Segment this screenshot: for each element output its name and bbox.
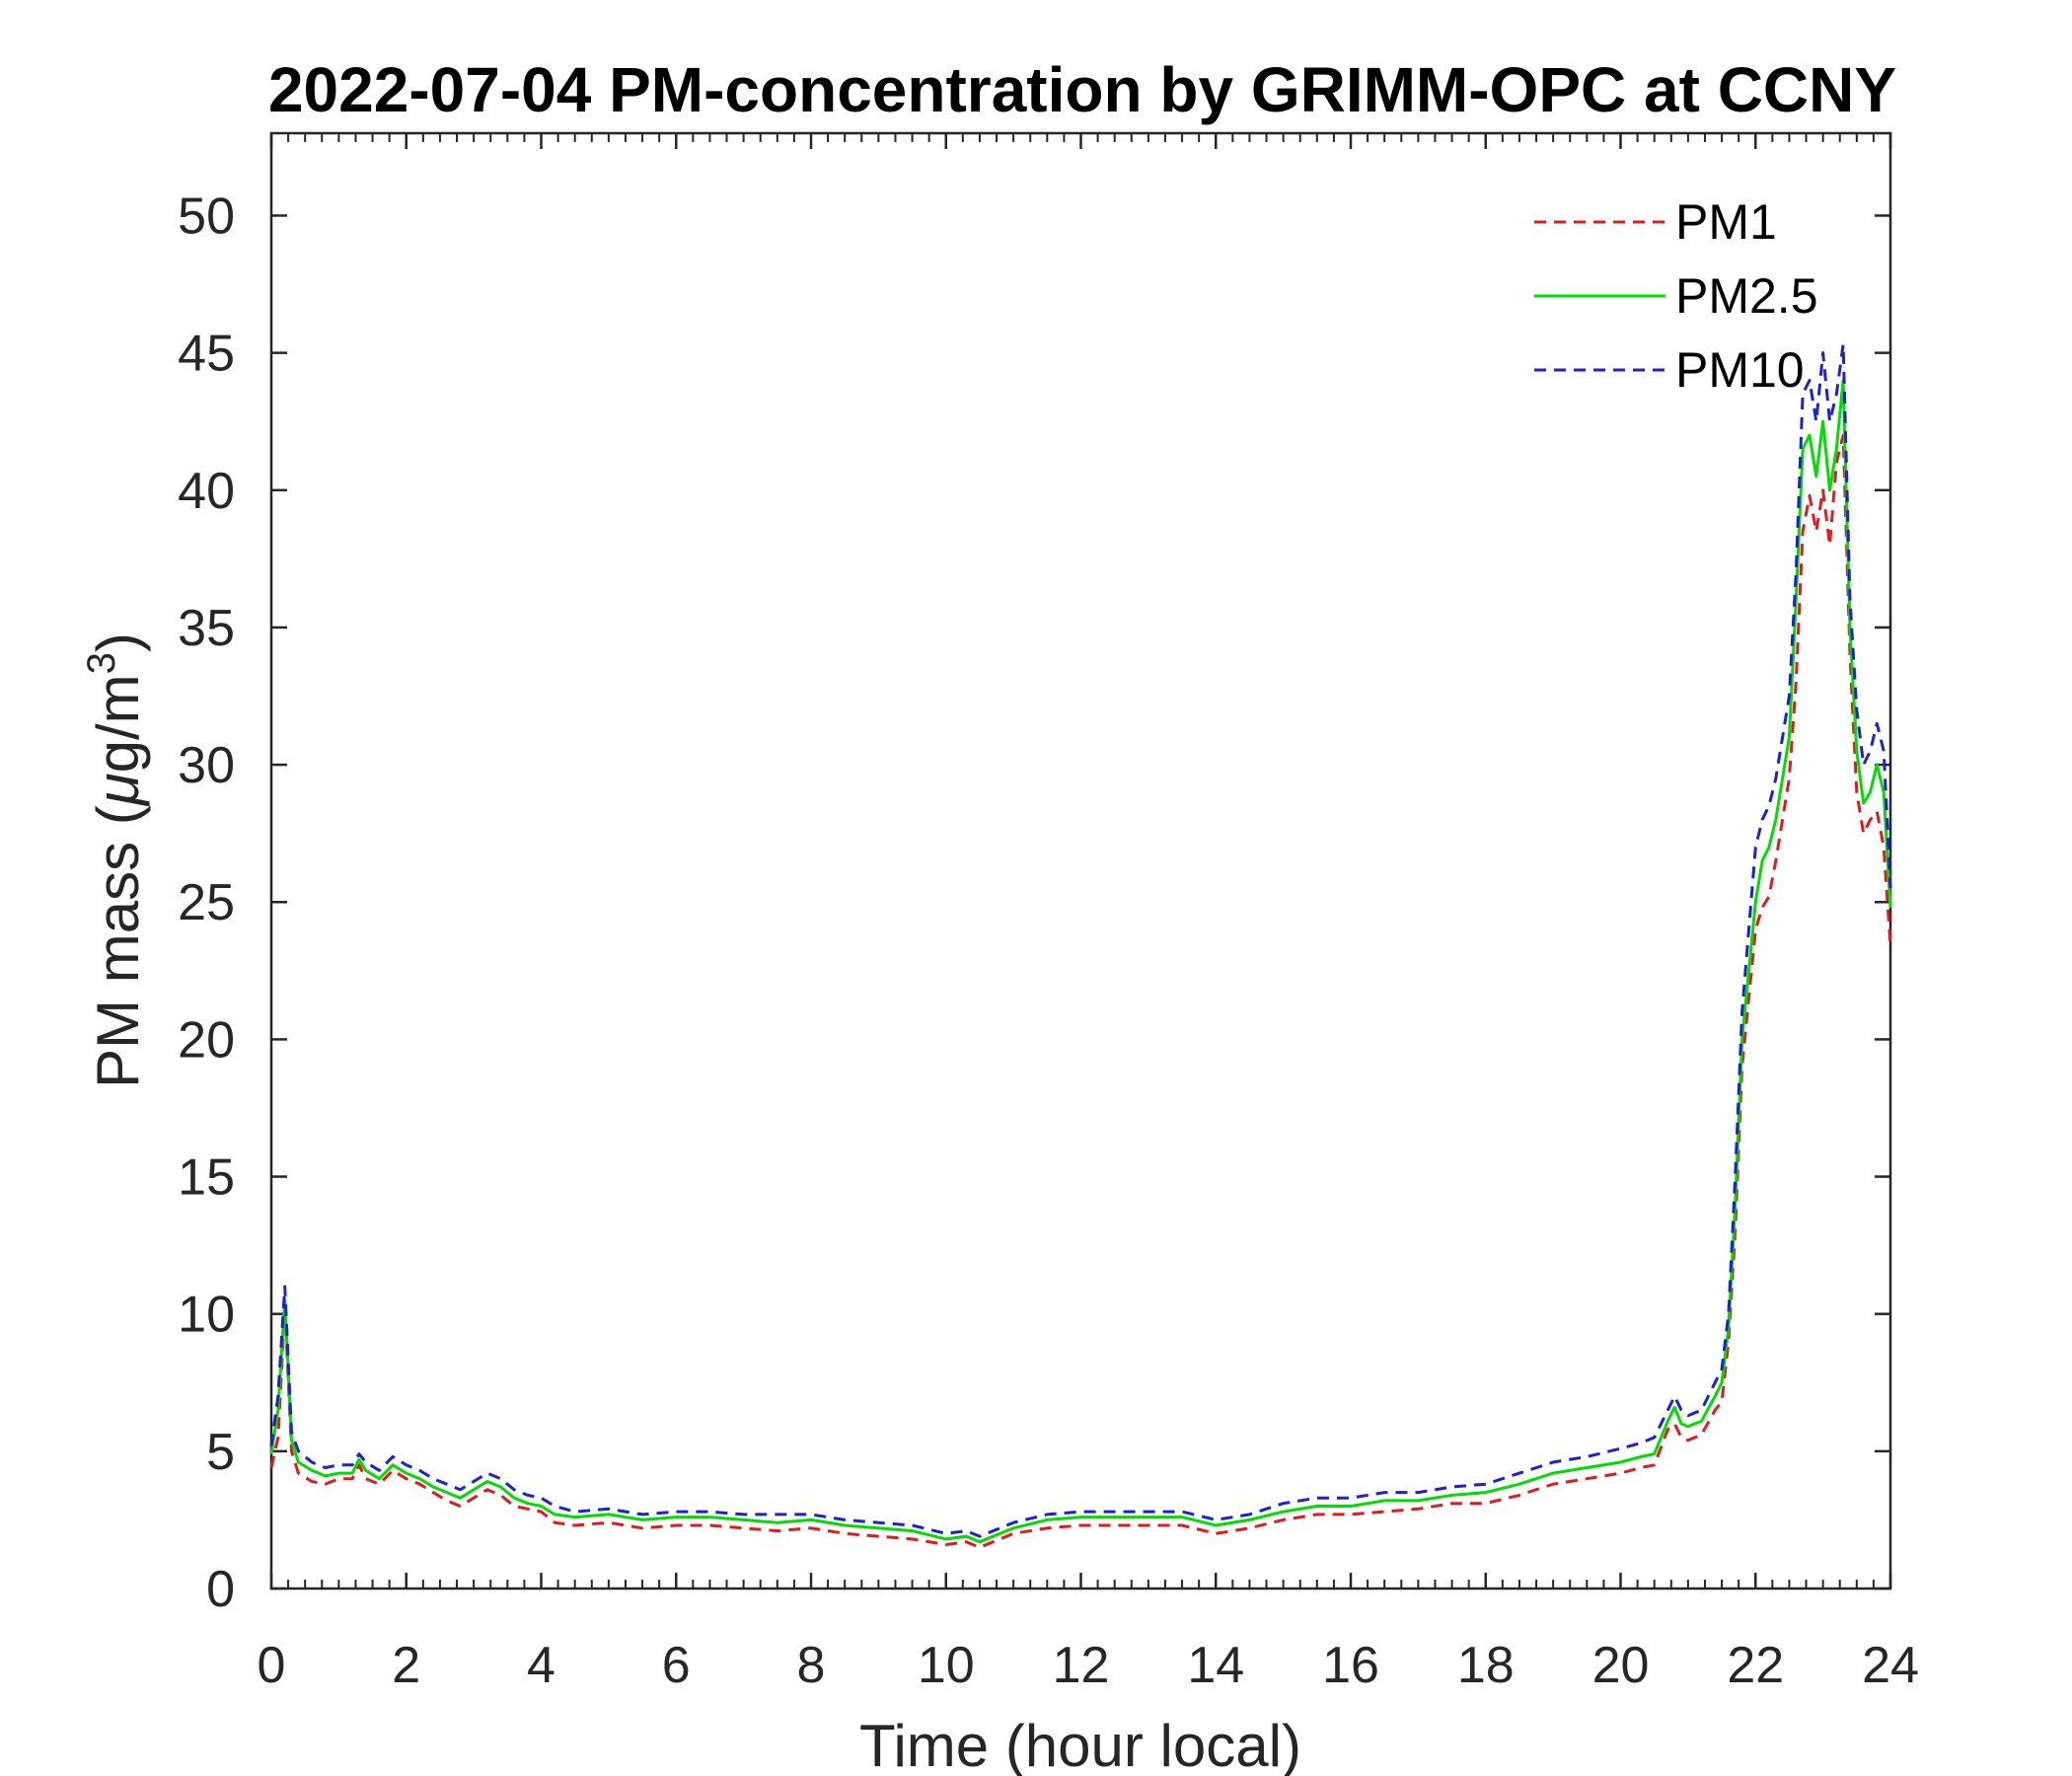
- minor-ticks: [287, 133, 1875, 1589]
- legend-label-pm10: PM10: [1675, 342, 1805, 398]
- x-tick-labels: 0 2 4 6 8 10 12 14 16 18 20 22 24: [258, 1637, 1919, 1694]
- series-line-pm1: [269, 433, 1892, 1549]
- y-tick-label: 30: [178, 737, 235, 794]
- x-tick-label: 22: [1727, 1637, 1784, 1694]
- y-tick-label: 35: [178, 600, 235, 657]
- y-tick-label: 50: [178, 187, 235, 245]
- x-tick-label: 4: [527, 1637, 555, 1694]
- series-line-pm25: [269, 379, 1892, 1544]
- legend-label-pm25: PM2.5: [1675, 268, 1818, 324]
- plot-area: 0 2 4 6 8 10 12 14 16 18 20 22 24 051015202530354045…: [178, 131, 1919, 1694]
- y-axis-label-unit: g/m: [85, 674, 151, 773]
- chart-title: 2022-07-04 PM-concentration by GRIMM-OPC…: [268, 54, 1896, 125]
- y-axis-label-prefix: PM mass (: [85, 805, 151, 1088]
- plot-frame: [269, 131, 1892, 1591]
- x-tick-label: 24: [1862, 1637, 1919, 1694]
- y-axis-label-mu: μ: [85, 773, 151, 807]
- y-axis-label-suffix: ): [85, 632, 151, 652]
- x-tick-label: 14: [1187, 1637, 1244, 1694]
- legend-label-pm1: PM1: [1675, 194, 1777, 250]
- y-tick-labels: 0 5 10 15 20 25 30 35 40 45 50: [178, 187, 235, 1618]
- x-tick-label: 0: [258, 1637, 286, 1694]
- x-tick-label: 6: [662, 1637, 691, 1694]
- legend: PM1 PM2.5 PM10: [1534, 194, 1818, 398]
- y-tick-label: 45: [178, 326, 235, 383]
- y-tick-label: 15: [178, 1149, 235, 1207]
- x-tick-label: 18: [1457, 1637, 1515, 1694]
- x-tick-label: 8: [797, 1637, 826, 1694]
- x-tick-label: 12: [1053, 1637, 1110, 1694]
- y-tick-label: 0: [206, 1561, 235, 1618]
- y-axis-label: PM mass (μg/m3): [80, 632, 151, 1088]
- x-axis-label: Time (hour local): [859, 1713, 1301, 1776]
- x-tick-label: 16: [1322, 1637, 1379, 1694]
- y-tick-label: 20: [178, 1011, 235, 1069]
- y-tick-label: 40: [178, 463, 235, 520]
- y-tick-label: 10: [178, 1287, 235, 1344]
- y-tick-label: 25: [178, 874, 235, 931]
- x-tick-label: 10: [918, 1637, 975, 1694]
- series-line-pm10: [269, 342, 1892, 1538]
- x-tick-label: 2: [392, 1637, 420, 1694]
- major-ticks: [269, 133, 1892, 1591]
- x-tick-label: 20: [1592, 1637, 1650, 1694]
- y-axis-label-superscript: 3: [80, 652, 123, 674]
- series-lines: [269, 342, 1892, 1549]
- y-tick-label: 5: [206, 1424, 235, 1481]
